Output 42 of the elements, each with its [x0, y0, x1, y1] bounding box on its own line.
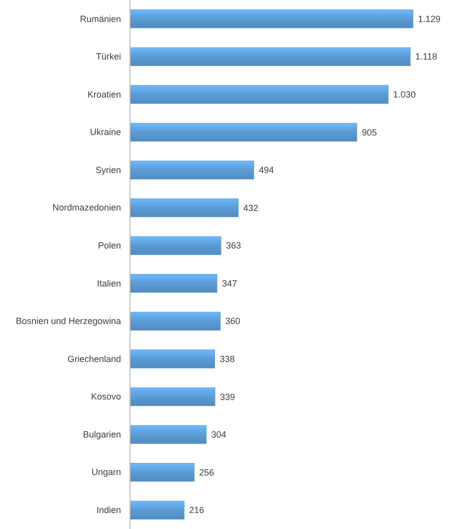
bar	[130, 425, 206, 444]
data-label: 360	[225, 316, 240, 326]
y-tick-label: Griechenland	[67, 354, 121, 364]
data-label: 339	[220, 392, 236, 402]
data-label: 905	[362, 127, 377, 138]
y-tick-label: Rumänien	[80, 14, 121, 24]
bar	[130, 122, 358, 142]
data-label: 338	[220, 354, 235, 364]
y-tick-label: Ukraine	[90, 127, 121, 138]
data-label: 216	[189, 505, 204, 516]
bar	[130, 274, 218, 293]
bar	[130, 463, 194, 482]
y-tick-label: Türkei	[96, 52, 121, 62]
data-label: 432	[243, 202, 258, 213]
data-label: 256	[199, 467, 214, 478]
bar	[130, 47, 410, 66]
y-tick-label: Bulgarien	[82, 429, 121, 440]
data-label: 1.118	[415, 52, 438, 62]
data-label: 347	[222, 278, 238, 288]
bar	[130, 160, 254, 180]
data-label: 494	[258, 165, 274, 176]
data-label: 1.030	[393, 89, 416, 100]
bar	[130, 198, 239, 218]
y-tick-label: Bosnien und Herzegowina	[16, 316, 121, 326]
bar	[130, 387, 216, 406]
y-tick-label: Kosovo	[90, 392, 121, 402]
bar	[130, 500, 184, 520]
bar	[130, 350, 215, 368]
bar	[130, 236, 222, 255]
y-tick-label: Italien	[96, 278, 121, 288]
y-tick-label: Syrien	[95, 164, 121, 175]
y-tick-label: Nordmazedonien	[52, 202, 121, 213]
bar	[130, 312, 220, 330]
data-label: 363	[226, 240, 242, 251]
y-tick-label: Polen	[98, 240, 121, 250]
y-tick-label: Ungarn	[91, 467, 121, 478]
data-label: 304	[211, 430, 226, 440]
bar	[130, 10, 414, 28]
bar	[130, 85, 388, 104]
data-label: 1.129	[418, 14, 441, 24]
y-tick-label: Kroatien	[87, 89, 121, 100]
y-tick-label: Indien	[96, 504, 121, 515]
